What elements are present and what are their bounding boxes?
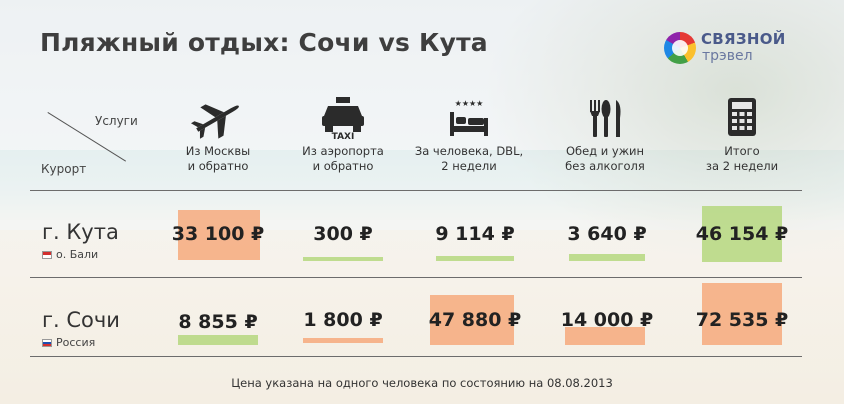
row-divider: [30, 277, 802, 278]
highlight-bar: [178, 335, 258, 345]
column-header-meals: Обед и ужин без алкоголя: [540, 96, 670, 174]
footnote: Цена указана на одного человека по состо…: [231, 376, 613, 390]
logo-word: СВЯЗНОЙ: [701, 30, 786, 48]
column-label-line-2: без алкоголя: [565, 159, 645, 173]
highlight-bar: [702, 283, 782, 345]
column-header-hotel: ★★★★ За человека, DBL, 2 недели: [404, 96, 534, 174]
column-label-line-1: Обед и ужин: [565, 144, 645, 158]
calculator-icon: [677, 96, 807, 140]
column-label-line-1: За человека, DBL,: [414, 144, 524, 158]
price-cell: 14 000 ₽: [560, 309, 654, 331]
highlight-bar: [436, 256, 514, 261]
column-label-line-1: Из аэропорта: [302, 144, 384, 158]
price-cell: 46 154 ₽: [695, 223, 789, 245]
russia-flag-icon: [42, 339, 52, 347]
price-cell: 72 535 ₽: [695, 309, 789, 331]
header-resort-label: Курорт: [41, 162, 87, 176]
taxi-icon: TAXI: [278, 96, 408, 140]
logo-sub: трэвел: [702, 48, 753, 64]
column-label-line-1: Итого: [724, 144, 760, 158]
resort-sub: о. Бали: [56, 248, 99, 261]
price-cell: 8 855 ₽: [178, 311, 258, 333]
header-divider: [30, 190, 802, 191]
highlight-bar: [430, 295, 514, 345]
hotel-bed-icon: ★★★★: [404, 96, 534, 140]
price-cell: 3 640 ₽: [567, 223, 647, 245]
column-label-line-2: и обратно: [187, 159, 249, 173]
highlight-bar: [565, 327, 645, 345]
logo: СВЯЗНОЙ трэвел: [664, 30, 814, 70]
cutlery-icon: [540, 96, 670, 140]
header-services-label: Услуги: [95, 114, 138, 128]
column-label-line-2: 2 недели: [441, 159, 497, 173]
row-divider: [30, 356, 802, 357]
column-label-line-2: и обратно: [312, 159, 374, 173]
column-header-flight: Из Москвы и обратно: [153, 96, 283, 174]
column-header-taxi: TAXI Из аэропорта и обратно: [278, 96, 408, 174]
airplane-icon: [153, 96, 283, 140]
price-cell: 9 114 ₽: [435, 223, 515, 245]
resort-name: г. Сочи: [42, 308, 120, 332]
price-cell: 47 880 ₽: [428, 309, 522, 331]
resort-name: г. Кута: [42, 220, 119, 244]
column-label-line-1: Из Москвы: [185, 144, 251, 158]
page-title: Пляжный отдых: Сочи vs Кута: [40, 28, 488, 57]
indonesia-flag-icon: [42, 251, 52, 259]
taxi-icon-text: TAXI: [332, 132, 355, 140]
price-cell: 300 ₽: [313, 223, 373, 245]
column-label-line-2: за 2 недели: [705, 159, 779, 173]
highlight-bar: [178, 210, 260, 260]
resort-sub: Россия: [56, 336, 96, 349]
price-cell: 33 100 ₽: [171, 223, 265, 245]
highlight-bar: [569, 254, 645, 261]
highlight-bar: [303, 257, 383, 261]
highlight-bar: [303, 338, 383, 343]
column-header-total: Итого за 2 недели: [677, 96, 807, 174]
hotel-stars: ★★★★: [455, 99, 484, 108]
highlight-bar: [702, 206, 782, 262]
logo-globe-icon: [664, 32, 696, 64]
price-cell: 1 800 ₽: [303, 309, 383, 331]
